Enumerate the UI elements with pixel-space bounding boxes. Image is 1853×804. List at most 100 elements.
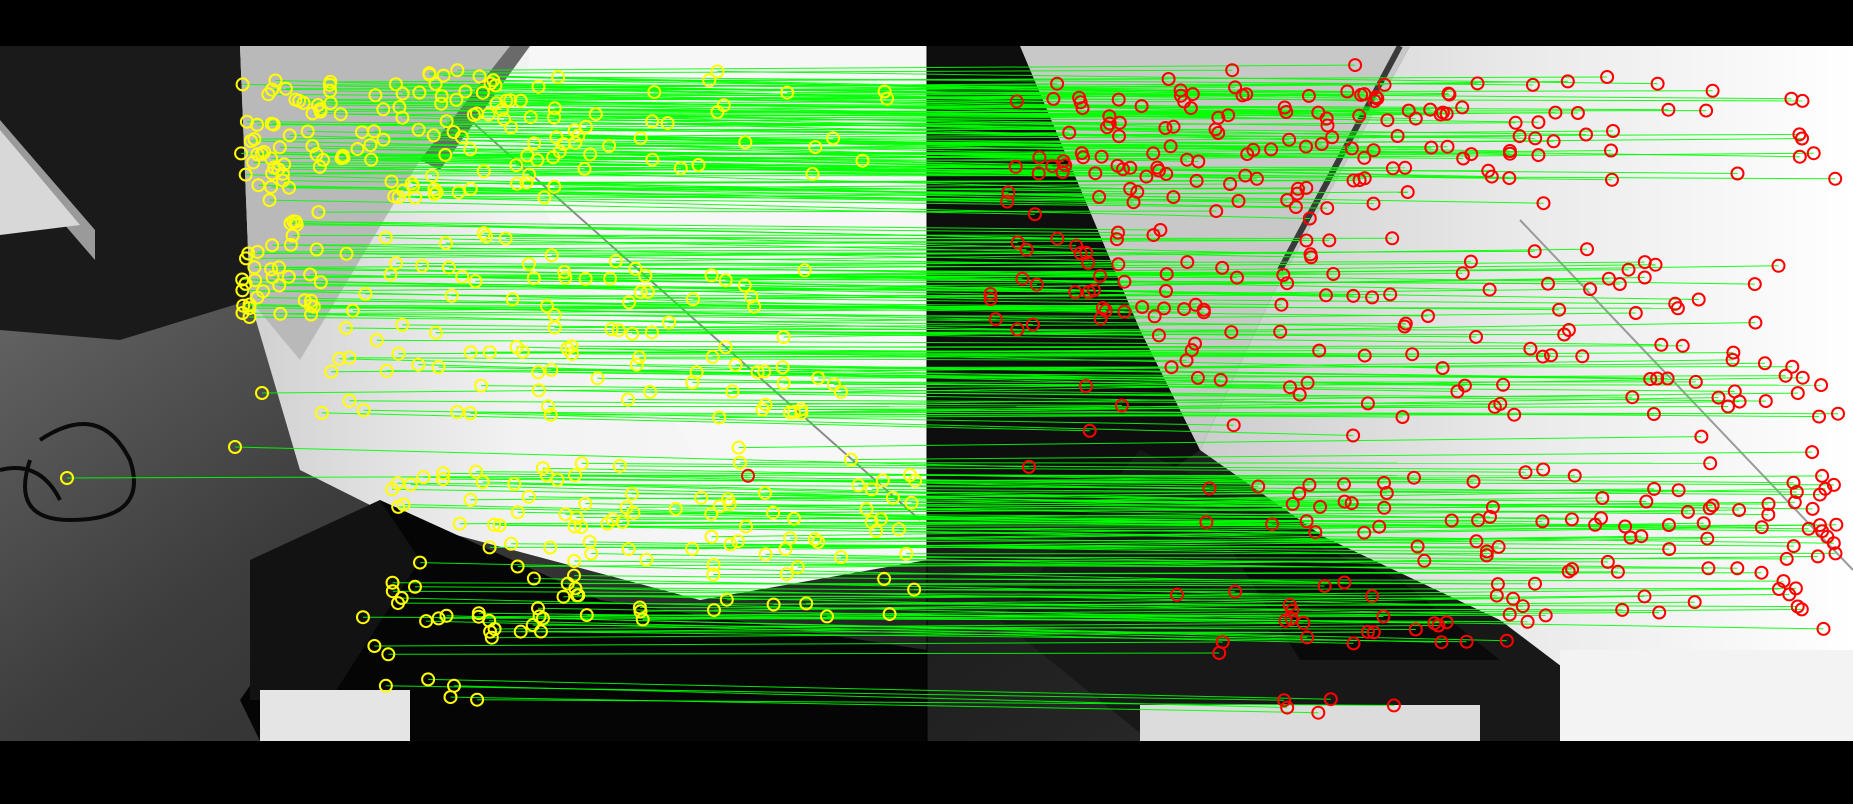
left-keypoint: [429, 185, 444, 200]
left-keypoint: [739, 519, 753, 534]
right-keypoint: [1228, 584, 1243, 599]
right-keypoint: [1515, 599, 1530, 614]
right-keypoint: [1528, 576, 1542, 591]
left-keypoint: [498, 231, 513, 246]
right-keypoint: [1284, 611, 1299, 626]
match-line: [651, 331, 1662, 346]
match-line: [390, 273, 1238, 279]
match-line: [668, 312, 1636, 323]
left-keypoint: [719, 592, 734, 607]
right-keypoint: [1357, 348, 1372, 363]
right-keypoint: [1377, 500, 1392, 515]
right-keypoint: [1158, 121, 1173, 135]
right-keypoint: [1188, 297, 1203, 312]
right-keypoint: [741, 468, 755, 483]
right-keypoint: [1352, 108, 1367, 123]
left-keypoint: [602, 138, 617, 153]
left-keypoint: [463, 492, 478, 507]
left-keypoint: [264, 262, 279, 277]
right-keypoint: [1455, 100, 1470, 115]
right-keypoint: [1812, 409, 1826, 424]
left-keypoint: [605, 512, 620, 527]
left-keypoint: [689, 365, 704, 380]
right-keypoint: [1299, 139, 1313, 154]
left-keypoint: [531, 79, 546, 94]
left-keypoint: [292, 93, 307, 108]
right-keypoint: [1637, 270, 1652, 285]
match-line: [321, 412, 1090, 432]
left-keypoint: [747, 299, 762, 314]
match-line: [751, 296, 1676, 305]
match-line: [571, 353, 1543, 358]
match-line: [318, 210, 1217, 213]
left-keypoint: [450, 63, 465, 78]
right-keypoint: [1093, 269, 1108, 283]
right-keypoint: [1283, 380, 1297, 395]
right-keypoint: [1344, 496, 1359, 511]
match-line: [445, 239, 1330, 244]
right-keypoint: [1688, 374, 1703, 389]
right-keypoint: [1102, 116, 1117, 131]
right-keypoint: [1570, 106, 1585, 120]
left-keypoint: [826, 131, 841, 146]
match-line: [728, 488, 1655, 500]
right-keypoint: [1072, 90, 1087, 105]
right-keypoint: [1536, 462, 1551, 477]
left-keypoint: [615, 515, 630, 529]
right-keypoint: [1417, 553, 1432, 568]
right-keypoint: [1726, 345, 1741, 360]
right-keypoint: [1605, 172, 1619, 187]
left-keypoint: [435, 472, 450, 487]
right-keypoint: [1337, 494, 1352, 509]
left-keypoint: [452, 516, 467, 531]
left-keypoint: [612, 458, 627, 473]
left-keypoint: [702, 73, 717, 88]
right-keypoint: [1117, 304, 1132, 319]
left-keypoint: [367, 124, 381, 139]
match-line: [726, 588, 1780, 601]
match-line: [434, 183, 1231, 190]
right-keypoint: [1455, 266, 1470, 281]
right-keypoint: [1705, 498, 1720, 513]
left-keypoint: [590, 371, 605, 386]
left-keypoint: [250, 117, 265, 132]
left-keypoint: [513, 624, 528, 639]
match-line: [491, 631, 1368, 639]
right-keypoint: [1489, 588, 1504, 603]
right-keypoint: [1029, 277, 1044, 292]
left-keypoint: [799, 596, 814, 611]
left-keypoint: [376, 132, 391, 147]
left-keypoint: [544, 362, 559, 377]
match-line: [496, 102, 1463, 108]
match-line: [884, 578, 1784, 582]
left-keypoint: [779, 567, 794, 582]
right-keypoint: [1479, 548, 1494, 563]
right-keypoint: [1583, 282, 1598, 297]
left-keypoint: [718, 340, 733, 355]
left-keypoint: [483, 624, 498, 639]
right-keypoint: [1601, 271, 1616, 286]
right-keypoint: [1302, 211, 1317, 226]
right-keypoint: [1600, 554, 1615, 569]
right-keypoint: [1512, 129, 1527, 144]
left-keypoint: [342, 350, 357, 365]
right-keypoint: [1771, 258, 1786, 273]
right-keypoint: [1081, 255, 1096, 270]
match-line: [564, 271, 1490, 291]
right-keypoint: [1732, 503, 1747, 517]
right-keypoint: [1022, 459, 1036, 474]
left-keypoint: [504, 120, 519, 135]
left-keypoint: [525, 618, 540, 633]
right-keypoint: [1696, 516, 1711, 531]
right-keypoint: [1398, 316, 1413, 331]
left-keypoint: [396, 497, 411, 512]
match-line: [719, 503, 1769, 507]
left-keypoint: [463, 181, 478, 196]
left-keypoint: [578, 496, 593, 511]
right-keypoint: [1801, 521, 1816, 536]
right-keypoint: [1228, 80, 1243, 95]
match-line: [585, 122, 1516, 128]
match-line: [739, 462, 1711, 464]
right-keypoint: [1159, 166, 1174, 181]
